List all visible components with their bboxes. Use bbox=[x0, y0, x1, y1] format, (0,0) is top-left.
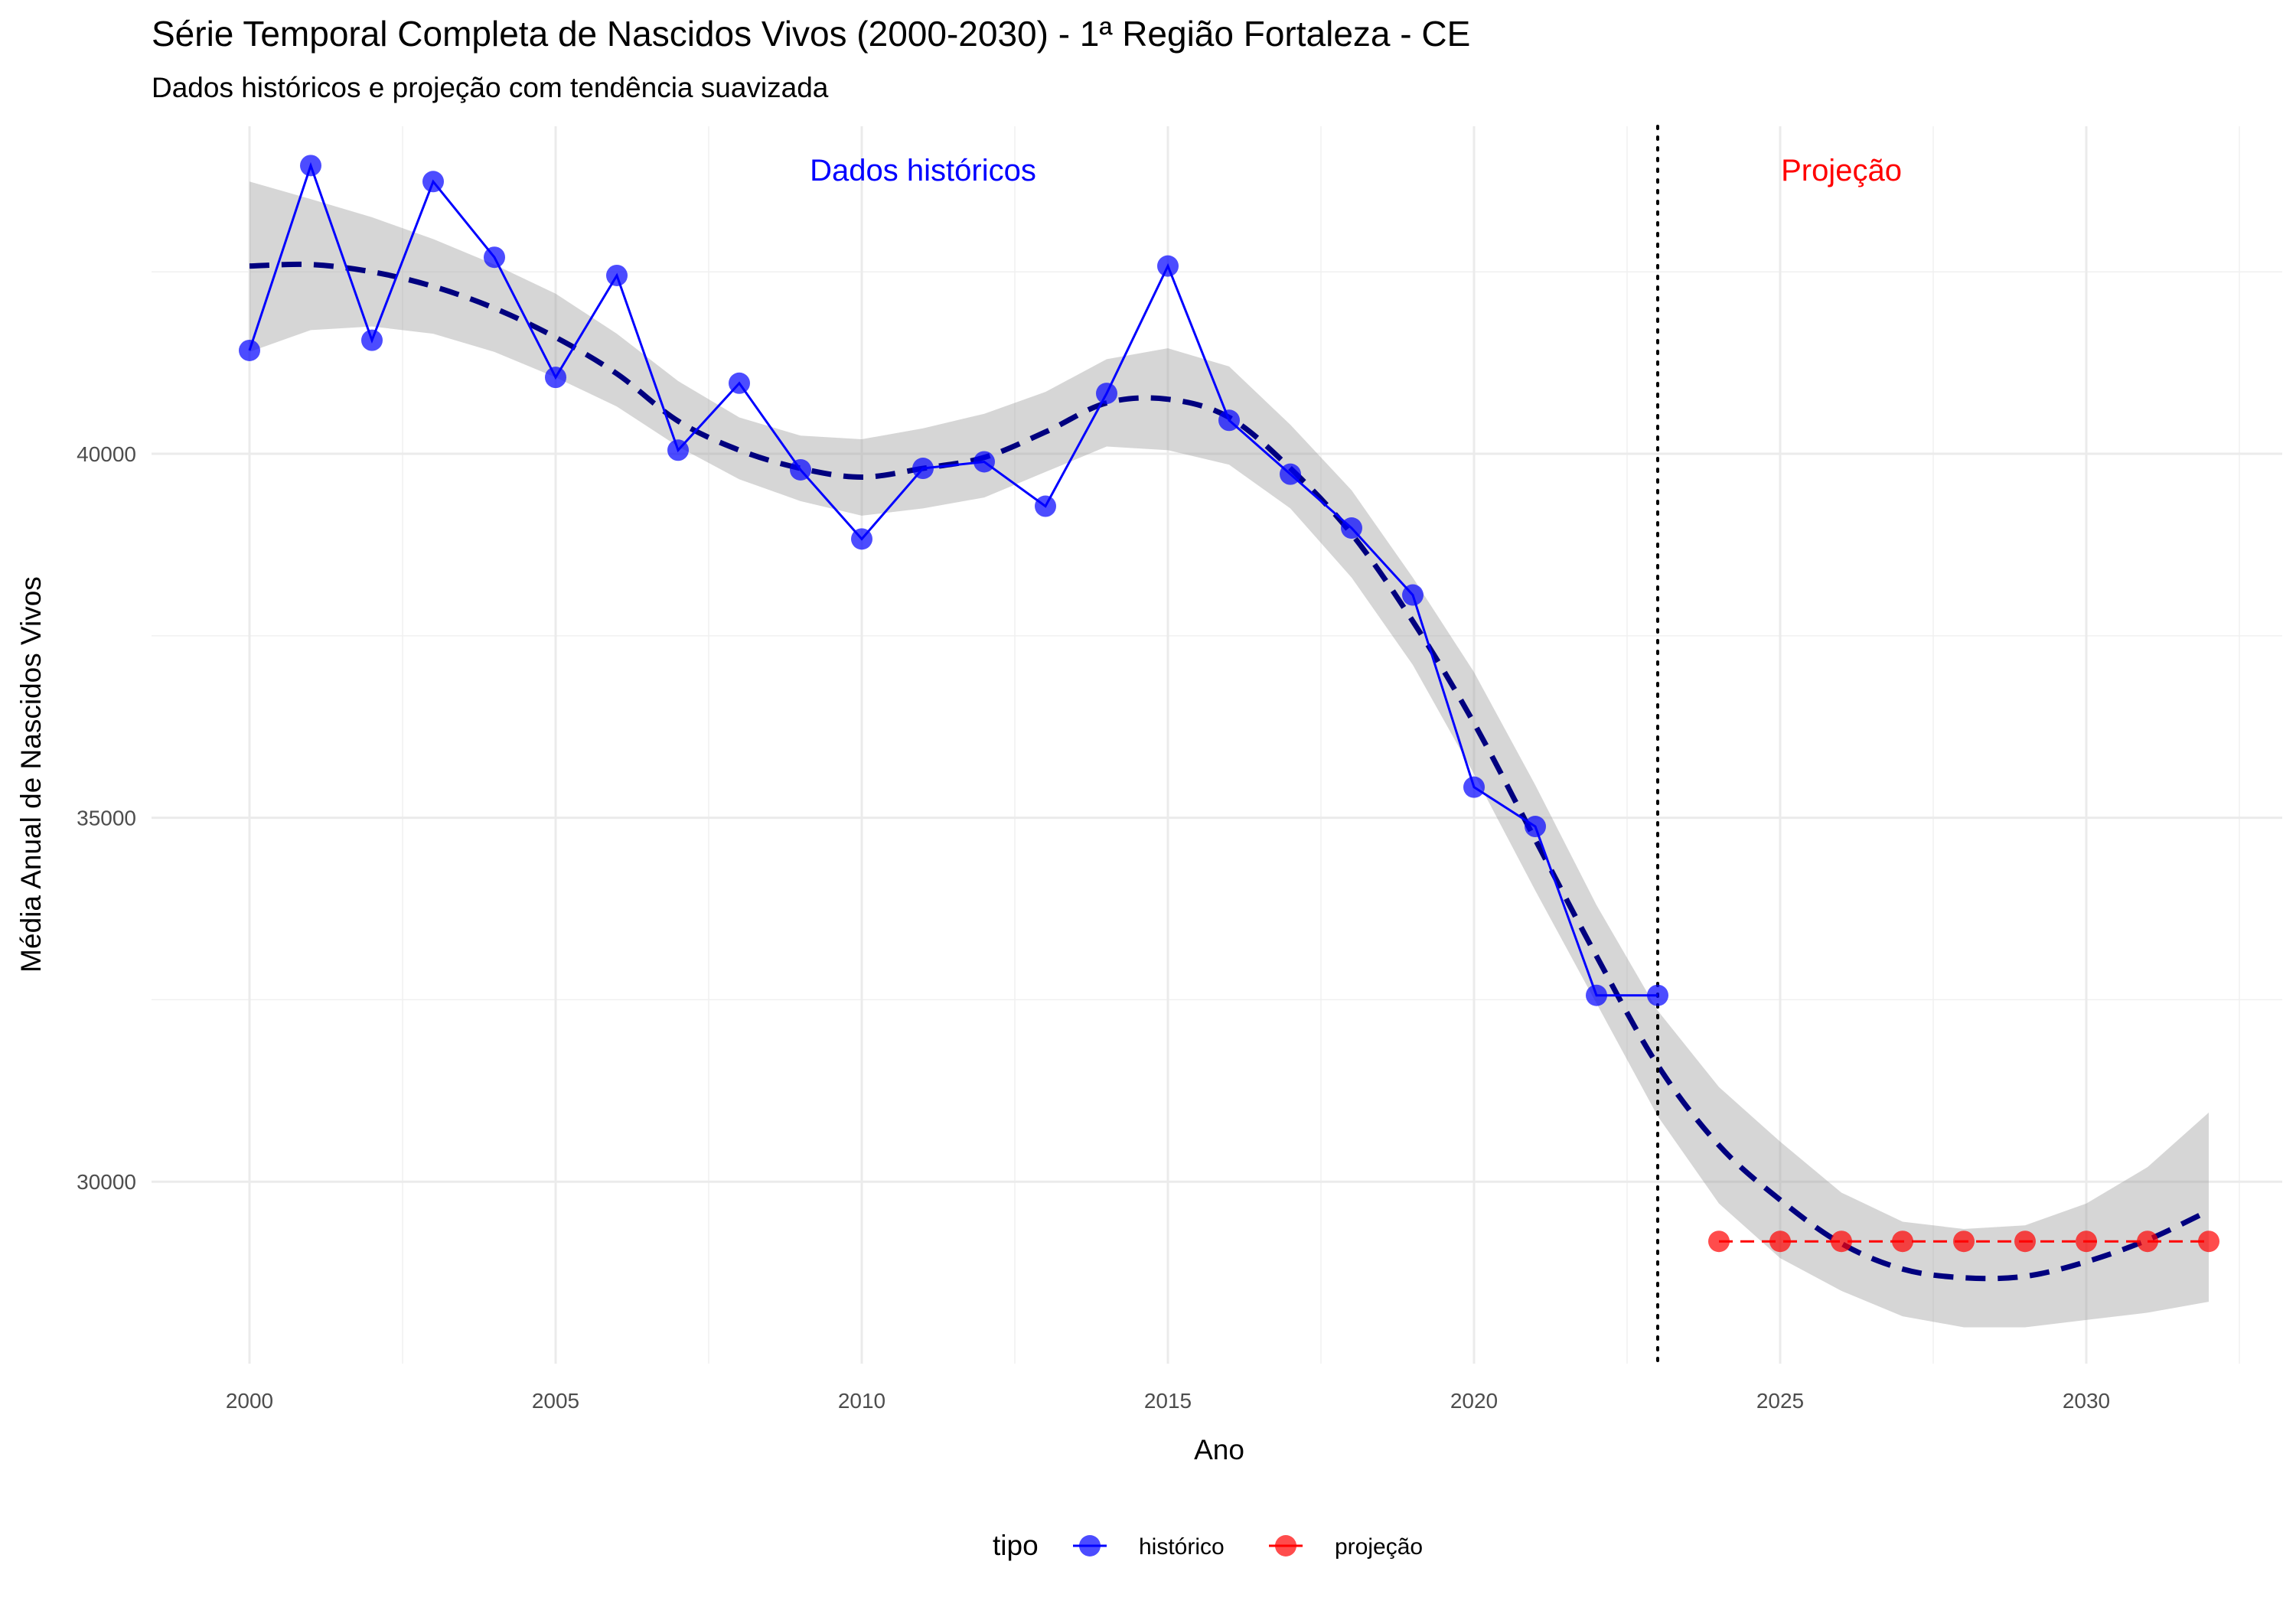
data-point-projecao bbox=[2198, 1231, 2219, 1253]
legend: tipo histórico projeção bbox=[993, 1530, 1423, 1561]
data-point-historico bbox=[1341, 517, 1362, 539]
data-point-projecao bbox=[1892, 1231, 1913, 1253]
data-point-historico bbox=[1096, 383, 1117, 405]
confidence-band bbox=[249, 181, 2209, 1328]
legend-title: tipo bbox=[993, 1530, 1039, 1561]
data-point-historico bbox=[484, 246, 505, 269]
y-tick-label: 30000 bbox=[77, 1170, 136, 1194]
legend-key-point-historico bbox=[1079, 1535, 1101, 1556]
trend-line bbox=[249, 261, 2210, 1282]
x-axis-title: Ano bbox=[1194, 1434, 1244, 1465]
data-point-historico bbox=[239, 339, 260, 361]
x-tick-label: 2020 bbox=[1450, 1389, 1498, 1413]
data-point-historico bbox=[545, 367, 566, 389]
annotation-projecao: Projeção bbox=[1781, 154, 1902, 187]
data-point-historico bbox=[361, 329, 383, 351]
data-point-historico bbox=[606, 264, 628, 286]
x-tick-label: 2030 bbox=[2063, 1389, 2110, 1413]
y-tick-label: 35000 bbox=[77, 807, 136, 830]
annotation-historico: Dados históricos bbox=[810, 154, 1036, 187]
data-point-historico bbox=[422, 171, 444, 193]
data-point-historico bbox=[912, 458, 934, 480]
series-line-historico bbox=[248, 161, 1658, 997]
y-axis-title: Média Anual de Nascidos Vivos bbox=[15, 576, 47, 973]
grid bbox=[152, 126, 2282, 1364]
chart-title: Série Temporal Completa de Nascidos Vivo… bbox=[152, 14, 1470, 54]
series bbox=[239, 155, 2219, 1253]
data-point-historico bbox=[1525, 816, 1546, 838]
data-point-projecao bbox=[1769, 1231, 1791, 1253]
data-point-historico bbox=[1586, 984, 1607, 1006]
legend-label-historico: histórico bbox=[1139, 1534, 1225, 1560]
data-point-projecao bbox=[1708, 1231, 1730, 1253]
data-point-historico bbox=[1647, 984, 1668, 1006]
annotations: Dados históricos Projeção bbox=[810, 154, 1902, 187]
trend-line-path bbox=[249, 261, 2210, 1282]
legend-label-projecao: projeção bbox=[1335, 1534, 1423, 1560]
data-point-historico bbox=[1402, 584, 1424, 606]
data-point-projecao bbox=[2014, 1231, 2036, 1253]
data-point-historico bbox=[790, 458, 811, 481]
data-point-historico bbox=[851, 528, 872, 550]
legend-item-historico: histórico bbox=[1073, 1534, 1225, 1560]
confidence-band-area bbox=[249, 181, 2209, 1328]
data-point-historico bbox=[1218, 409, 1240, 432]
data-point-historico bbox=[1463, 776, 1485, 798]
data-point-historico bbox=[300, 155, 321, 177]
x-tick-label: 2025 bbox=[1756, 1389, 1804, 1413]
legend-key-point-projecao bbox=[1275, 1535, 1296, 1556]
data-point-historico bbox=[1280, 463, 1301, 485]
data-point-historico bbox=[1035, 495, 1056, 517]
x-tick-label: 2005 bbox=[532, 1389, 579, 1413]
data-point-projecao bbox=[2076, 1231, 2097, 1253]
legend-item-projecao: projeção bbox=[1269, 1534, 1423, 1560]
data-point-projecao bbox=[1831, 1231, 1852, 1253]
chart-subtitle: Dados históricos e projeção com tendênci… bbox=[152, 72, 829, 103]
y-tick-labels: 30000 35000 40000 bbox=[77, 442, 136, 1194]
x-tick-label: 2010 bbox=[838, 1389, 885, 1413]
data-point-projecao bbox=[1953, 1231, 1975, 1253]
data-point-historico bbox=[1157, 255, 1179, 277]
y-tick-label: 40000 bbox=[77, 442, 136, 466]
x-tick-label: 2000 bbox=[226, 1389, 273, 1413]
data-point-projecao bbox=[2137, 1231, 2158, 1253]
data-point-historico bbox=[729, 372, 750, 394]
data-point-historico bbox=[667, 439, 689, 461]
x-tick-labels: 2000 2005 2010 2015 2020 2025 2030 bbox=[226, 1389, 2110, 1413]
x-tick-label: 2015 bbox=[1144, 1389, 1192, 1413]
data-point-historico bbox=[974, 451, 995, 473]
